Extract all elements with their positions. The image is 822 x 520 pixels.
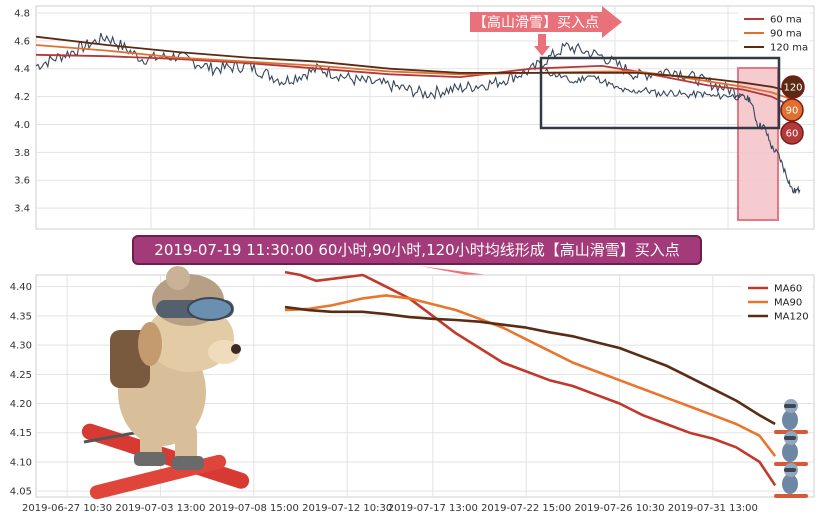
top-y-tick-label: 3.6 — [14, 176, 30, 187]
top-legend-label: 60 ma — [770, 15, 802, 26]
top-plot-area — [35, 5, 815, 230]
top-y-tick-label: 4.2 — [14, 92, 30, 103]
top-y-tick-label: 4.4 — [14, 64, 30, 75]
top-ma-line-1 — [35, 53, 801, 112]
top-y-tick-label: 4.8 — [14, 8, 30, 19]
top-legend-label: 120 ma — [770, 43, 808, 54]
ma-badge-90 — [780, 98, 804, 122]
bottom-ma-line-1 — [284, 270, 777, 487]
bottom-y-tick-label: 4.20 — [10, 399, 32, 410]
mini-skier-body — [782, 442, 798, 462]
ski-pole — [83, 430, 141, 444]
mini-skier-ski — [774, 494, 808, 498]
top-y-tick-label: 4.6 — [14, 36, 30, 47]
ma-badge-label: 90 — [786, 106, 799, 117]
bottom-y-tick-label: 4.30 — [10, 341, 32, 352]
bottom-y-tick-label: 4.15 — [10, 428, 32, 439]
bottom-y-tick-label: 4.10 — [10, 457, 32, 468]
signal-caption-box — [132, 235, 702, 265]
dog-hat-pompom — [166, 266, 190, 290]
bottom-y-tick-label: 4.05 — [10, 487, 32, 498]
dog-boot-left — [134, 452, 166, 466]
top-ma-line-3 — [35, 35, 801, 95]
top-y-tick-label: 4.0 — [14, 120, 30, 131]
signal-focus-box — [539, 56, 781, 130]
bottom-x-tick-label: 2019-07-08 15:00 — [209, 503, 299, 514]
bottom-x-tick-label: 2019-07-26 10:30 — [574, 503, 664, 514]
dog-leg-right — [175, 424, 197, 464]
bottom-y-tick-label: 4.25 — [10, 370, 32, 381]
buy-point-banner-arrow — [470, 6, 622, 38]
bottom-x-tick-label: 2019-06-27 10:30 — [22, 503, 112, 514]
top-y-tick-label: 3.4 — [14, 204, 30, 215]
bottom-legend-label: MA90 — [774, 298, 802, 309]
bottom-legend-label: MA120 — [774, 312, 809, 323]
ma-badge-label: 120 — [783, 83, 802, 94]
crash-highlight-region — [737, 67, 779, 221]
mini-skier-goggles — [784, 404, 796, 408]
mini-skier-body — [782, 474, 798, 494]
top-y-tick-label: 3.8 — [14, 148, 30, 159]
buy-point-pointer-arrow — [534, 34, 550, 56]
mini-skier-3 — [774, 463, 808, 498]
bottom-legend-label: MA60 — [774, 284, 802, 295]
bottom-x-tick-label: 2019-07-12 10:30 — [302, 503, 392, 514]
mini-skier-body — [782, 410, 798, 430]
bottom-ma-line-2 — [284, 294, 777, 457]
top-legend-label: 90 ma — [770, 29, 802, 40]
dog-boot-right — [172, 456, 204, 470]
bottom-y-tick-label: 4.40 — [10, 282, 32, 293]
dog-ear — [138, 322, 162, 366]
mini-skier-goggles — [784, 468, 796, 472]
skiing-dog-illustration — [81, 266, 250, 500]
ma-badge-60 — [780, 121, 804, 145]
bottom-x-tick-label: 2019-07-31 13:00 — [668, 503, 758, 514]
price-tail-line — [544, 68, 801, 195]
bottom-x-tick-label: 2019-07-22 15:00 — [481, 503, 571, 514]
bottom-x-tick-label: 2019-07-03 13:00 — [115, 503, 205, 514]
dog-leg-left — [140, 420, 162, 460]
buy-point-banner-label: 【高山滑雪】买入点 — [473, 14, 599, 31]
dog-nose — [231, 344, 241, 354]
ma-badge-120 — [781, 75, 805, 99]
ma-badge-label: 60 — [786, 129, 799, 140]
mini-skier-2 — [774, 431, 808, 466]
dog-goggles-lens — [187, 297, 233, 321]
price-series-line — [35, 32, 744, 100]
bottom-y-tick-label: 4.35 — [10, 311, 32, 322]
signal-caption-text: 2019-07-19 11:30:00 60小时,90小时,120小时均线形成【… — [154, 241, 679, 259]
bottom-ma-line-3 — [284, 305, 776, 426]
mini-skier-goggles — [784, 436, 796, 440]
bottom-x-tick-label: 2019-07-17 13:00 — [388, 503, 478, 514]
